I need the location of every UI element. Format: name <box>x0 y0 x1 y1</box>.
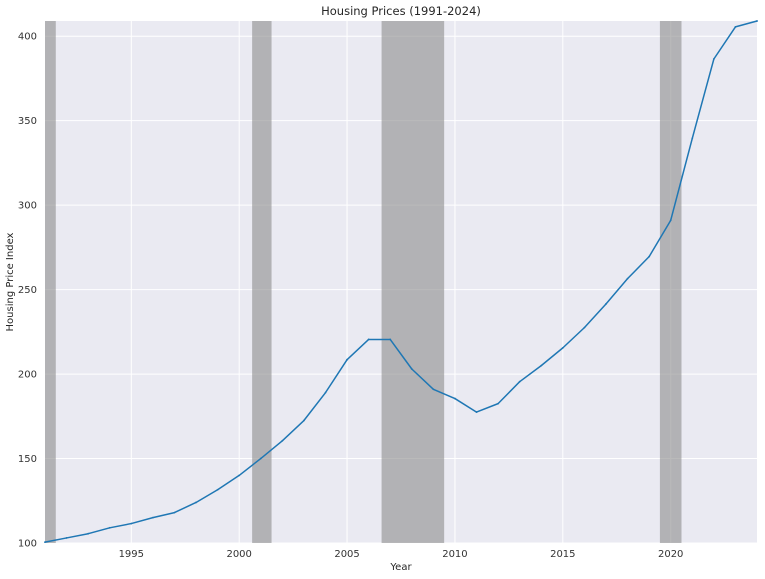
data-point <box>648 255 651 258</box>
y-axis-title: Housing Price Index <box>5 232 16 331</box>
data-point <box>454 397 456 400</box>
x-tick-label: 2020 <box>658 549 683 560</box>
x-tick-label: 2015 <box>550 549 575 560</box>
y-tick-label: 200 <box>18 370 37 381</box>
data-point <box>44 541 46 544</box>
chart-title: Housing Prices (1991-2024) <box>321 4 481 18</box>
recession-shading <box>252 21 272 543</box>
data-point <box>346 358 348 361</box>
y-tick-label: 350 <box>18 116 37 127</box>
y-tick-labels: 100 150 200 250 300 350 400 <box>18 32 37 550</box>
x-tick-label: 2000 <box>226 549 251 560</box>
data-point <box>65 537 68 539</box>
x-tick-label: 2010 <box>442 549 467 560</box>
data-point <box>173 511 176 514</box>
data-point <box>497 402 499 405</box>
data-point <box>540 364 543 367</box>
data-point <box>691 137 694 140</box>
x-tick-labels: 1995 2000 2005 2010 2015 2020 <box>119 549 684 560</box>
data-point <box>259 457 262 460</box>
data-point <box>432 388 435 391</box>
y-tick-label: 400 <box>18 32 37 43</box>
data-point <box>108 526 111 529</box>
data-series <box>44 20 758 544</box>
recession-shading <box>659 21 682 543</box>
data-point <box>626 277 629 280</box>
data-point <box>87 532 90 535</box>
data-point <box>518 380 521 383</box>
x-axis-title: Year <box>389 562 412 573</box>
x-tick-label: 1995 <box>119 549 144 560</box>
data-point <box>756 20 758 22</box>
data-point <box>195 501 197 504</box>
shaded-periods <box>45 21 682 543</box>
data-point <box>475 411 478 413</box>
data-point <box>669 219 672 222</box>
data-point <box>583 326 586 329</box>
data-point <box>561 346 564 349</box>
data-point <box>151 516 154 519</box>
data-point <box>281 439 284 442</box>
y-tick-label: 150 <box>18 454 37 465</box>
data-point <box>712 58 715 60</box>
data-point <box>367 338 370 341</box>
data-point <box>389 338 392 341</box>
series-line <box>44 20 758 543</box>
data-point <box>303 419 305 422</box>
y-tick-label: 100 <box>18 539 37 550</box>
x-tick-label: 2005 <box>334 549 359 560</box>
y-tick-label: 250 <box>18 285 37 296</box>
data-point <box>238 474 241 477</box>
recession-shading <box>45 21 56 543</box>
data-point <box>216 488 219 491</box>
data-point <box>734 26 737 28</box>
data-point <box>605 303 607 305</box>
data-point <box>410 368 413 370</box>
data-point <box>324 391 327 394</box>
recession-shading <box>381 21 445 543</box>
y-tick-label: 300 <box>18 201 37 212</box>
data-point <box>130 522 133 525</box>
